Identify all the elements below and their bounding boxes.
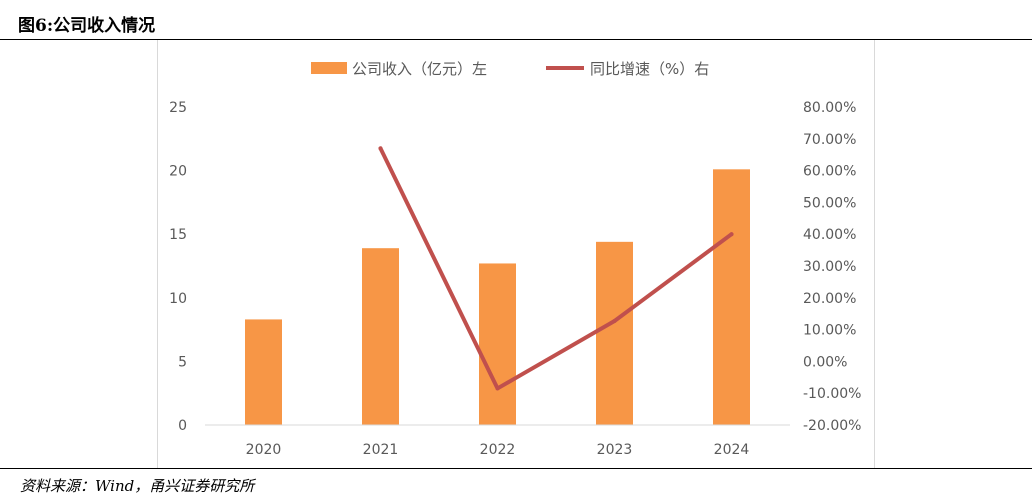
- x-axis-labels: 2020 2021 2022 2023 2024: [246, 442, 750, 458]
- growth-point-2024: [729, 232, 734, 237]
- y-left-tick-0: 0: [178, 418, 187, 434]
- y-right-tick-50.00%: 50.00%: [803, 195, 856, 211]
- y-left-tick-25: 25: [169, 100, 187, 116]
- growth-point-2021: [378, 146, 383, 151]
- bottom-rule: [0, 468, 1032, 469]
- figure-title: 图6:公司收入情况: [18, 16, 156, 36]
- chart-frame: [157, 40, 875, 468]
- legend-swatch-revenue: [311, 62, 347, 74]
- y-right-tick-70.00%: 70.00%: [803, 132, 856, 148]
- y-right-tick-30.00%: 30.00%: [803, 259, 856, 275]
- bar-2021: [362, 248, 399, 425]
- y-right-tick-10.00%: 10.00%: [803, 323, 856, 339]
- legend-label-revenue: 公司收入（亿元）左: [352, 60, 487, 78]
- x-tick-2023: 2023: [597, 442, 633, 458]
- top-rule: [0, 39, 1032, 40]
- bar-2020: [245, 319, 282, 425]
- bar-2022: [479, 263, 516, 425]
- line-series: [378, 146, 734, 391]
- y-right-tick--20.00%: -20.00%: [803, 418, 861, 434]
- y-right-tick--10.00%: -10.00%: [803, 386, 861, 402]
- y-right-tick-0.00%: 0.00%: [803, 354, 847, 370]
- x-tick-2022: 2022: [480, 442, 516, 458]
- y-right-tick-80.00%: 80.00%: [803, 100, 856, 116]
- y-right-tick-60.00%: 60.00%: [803, 164, 856, 180]
- bar-series: [245, 169, 750, 425]
- y-left-tick-10: 10: [169, 291, 187, 307]
- bar-2023: [596, 241, 633, 425]
- growth-point-2022: [495, 386, 500, 391]
- y-right-tick-40.00%: 40.00%: [803, 227, 856, 243]
- x-tick-2021: 2021: [363, 442, 399, 458]
- x-tick-2020: 2020: [246, 442, 282, 458]
- growth-line: [378, 146, 734, 391]
- y-left-tick-15: 15: [169, 227, 187, 243]
- source-note: 资料来源：Wind，甬兴证券研究所: [20, 477, 255, 495]
- y-right-tick-20.00%: 20.00%: [803, 291, 856, 307]
- growth-point-2023: [612, 319, 617, 324]
- chart-legend: 公司收入（亿元）左 同比增速（%）右: [311, 60, 709, 78]
- bar-2024: [713, 169, 750, 425]
- legend-label-growth: 同比增速（%）右: [590, 60, 709, 78]
- y-axis-left-labels: 0 5 10 15 20 25: [169, 100, 187, 434]
- y-left-tick-20: 20: [169, 164, 187, 180]
- y-left-tick-5: 5: [178, 354, 187, 370]
- x-tick-2024: 2024: [714, 442, 750, 458]
- y-axis-right-labels: -20.00% -10.00% 0.00% 10.00% 20.00% 30.00% 40.…: [803, 100, 861, 434]
